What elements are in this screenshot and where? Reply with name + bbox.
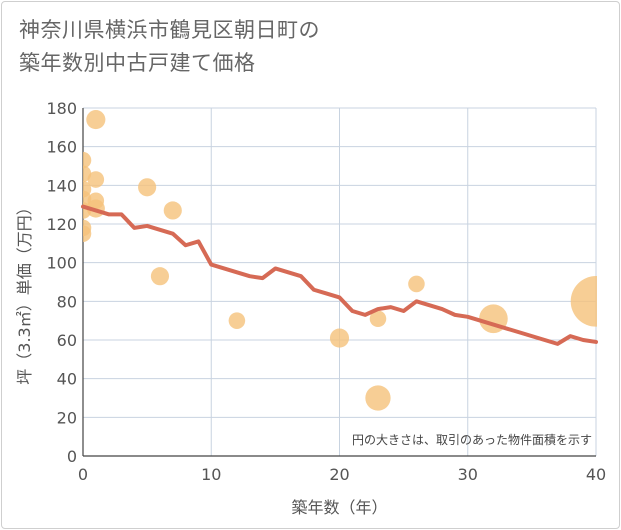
bubble-point: [228, 312, 246, 329]
y-tick-label: 140: [46, 176, 77, 195]
trend-line-series: [81, 204, 598, 346]
chart-title-line-1: 神奈川県横浜市鶴見区朝日町の: [19, 18, 320, 42]
bubble-point: [150, 267, 170, 286]
x-tick-label: 10: [201, 465, 221, 484]
bubble-point: [408, 275, 425, 293]
bubble-point: [365, 385, 391, 411]
y-axis-label: 坪（3.3㎡）単価（万円）: [15, 199, 34, 384]
y-tick-label: 20: [57, 408, 77, 427]
bubble-point: [570, 276, 597, 327]
chart-title: 神奈川県横浜市鶴見区朝日町の 築年数別中古戸建て価格: [19, 14, 320, 80]
y-tick-label: 0: [67, 447, 77, 466]
y-tick-label: 60: [57, 331, 77, 350]
bubble-point: [87, 171, 105, 188]
bubble-point: [329, 328, 350, 348]
tick-labels: 0 10 20 30 40 0 20 40 60 80 100 120 140 160 180: [46, 99, 606, 484]
y-tick-label: 100: [46, 254, 77, 273]
y-tick-label: 40: [57, 370, 77, 389]
chart-title-line-2: 築年数別中古戸建て価格: [19, 51, 256, 75]
y-tick-label: 80: [57, 292, 77, 311]
bubble-point: [163, 201, 182, 220]
bubble-point: [83, 225, 92, 242]
x-tick-label: 30: [458, 465, 478, 484]
bubble-point: [86, 110, 106, 130]
bubble-series: [83, 110, 597, 411]
x-tick-label: 40: [586, 465, 606, 484]
bubble-point: [138, 178, 157, 197]
y-tick-label: 180: [46, 99, 77, 118]
bubble-point: [83, 151, 92, 169]
y-tick-label: 160: [46, 138, 77, 157]
x-tick-label: 20: [329, 465, 349, 484]
trend-line: [81, 204, 598, 346]
bubble-point: [369, 310, 387, 328]
x-axis-label: 築年数（年）: [291, 498, 387, 517]
x-tick-label: 0: [78, 465, 88, 484]
y-tick-label: 120: [46, 215, 77, 234]
bubble-size-note: 円の大きさは、取引のあった物件面積を示す: [352, 432, 592, 447]
